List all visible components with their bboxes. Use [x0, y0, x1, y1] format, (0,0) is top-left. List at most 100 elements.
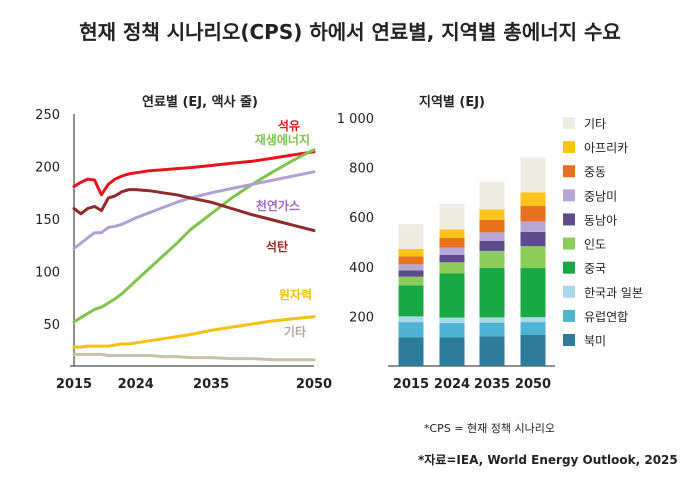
legend-swatch [563, 189, 575, 202]
region-bar-segment [520, 335, 546, 366]
legend-label: 유럽연합 [584, 310, 628, 324]
region-y-ticks: 1 000 800 600 400 200 [337, 112, 374, 325]
fuel-series-label: 기타 [284, 324, 306, 339]
region-bar-segment [398, 322, 424, 338]
legend-swatch [563, 117, 575, 129]
region-bar-segment [479, 322, 505, 337]
region-bar-segment [439, 317, 465, 324]
legend-label: 기타 [584, 117, 606, 131]
legend-swatch [563, 237, 575, 250]
fuel-series-line [72, 188, 316, 233]
region-bar-segment [479, 209, 505, 220]
region-bar-segment [479, 267, 505, 318]
legend-swatch [563, 261, 575, 274]
fuel-y-tick: 100 [35, 266, 60, 281]
region-bar-segment [439, 262, 465, 274]
region-bar-segment [479, 250, 505, 268]
region-bar-segment [398, 337, 424, 366]
fuel-series-line [72, 148, 316, 324]
footnote-cps: *CPS = 현재 정책 시나리오 [424, 422, 555, 435]
chart-main-title: 현재 정책 시나리오(CPS) 하에서 연료별, 지역별 총에너지 수요 [79, 20, 621, 44]
region-y-tick: 800 [349, 162, 374, 177]
footnote-source: *자료=IEA, World Energy Outlook, 2025 [418, 453, 678, 467]
legend-swatch [563, 285, 575, 298]
legend-label: 중남미 [584, 189, 617, 203]
fuel-y-ticks: 250 200 150 100 50 [35, 108, 60, 333]
legend-label: 인도 [584, 238, 606, 252]
region-x-tick: 2035 [474, 377, 510, 392]
fuel-x-tick: 2050 [296, 377, 332, 392]
region-x-tick: 2024 [434, 377, 470, 392]
legend-swatch [563, 309, 575, 322]
legend-swatch [563, 334, 575, 346]
region-bar-segment [520, 192, 546, 207]
fuel-series-line [72, 170, 316, 250]
region-y-tick: 200 [349, 310, 374, 325]
fuel-y-tick: 150 [35, 213, 60, 228]
region-bar-segment [398, 270, 424, 277]
region-bar-segment [439, 337, 465, 366]
region-bar-segment [520, 206, 546, 222]
region-bar-segment [479, 219, 505, 233]
region-bars [398, 157, 546, 366]
fuel-y-tick: 250 [35, 108, 60, 123]
region-bar-segment [479, 336, 505, 366]
region-bar-segment [520, 231, 546, 247]
region-bar-segment [520, 317, 546, 323]
region-bar-segment [479, 241, 505, 251]
region-x-tick: 2050 [515, 377, 551, 392]
region-y-tick: 1 000 [337, 112, 374, 127]
region-bar-segment [479, 232, 505, 242]
legend-swatch [563, 141, 575, 154]
fuel-chart-title: 연료별 (EJ, 액사 줄) [142, 94, 258, 110]
region-bar-segment [398, 256, 424, 265]
region-bar-segment [439, 238, 465, 248]
legend-label: 북미 [584, 334, 606, 348]
region-bar-segment [439, 247, 465, 255]
legend-label: 아프리카 [584, 141, 628, 155]
fuel-x-tick: 2015 [56, 377, 92, 392]
region-bar-segment [520, 221, 546, 232]
region-y-tick: 600 [349, 211, 374, 226]
fuel-x-tick: 2035 [193, 377, 229, 392]
region-chart-title: 지역별 (EJ) [419, 94, 485, 110]
region-bar-segment [439, 273, 465, 318]
region-bar-segment [520, 268, 546, 318]
region-bar-segment [479, 317, 505, 323]
legend-label: 중동 [584, 165, 606, 179]
legend-label: 한국과 일본 [584, 286, 643, 300]
fuel-x-tick: 2024 [118, 377, 154, 392]
legend-label: 동남아 [584, 213, 617, 227]
fuel-series-label: 석탄 [266, 239, 288, 254]
region-bar-segment [520, 322, 546, 335]
region-bar-segment [398, 248, 424, 257]
region-bar-segment [439, 203, 465, 230]
region-bar-segment [439, 254, 465, 263]
region-y-tick: 400 [349, 261, 374, 276]
fuel-series-line [72, 150, 316, 197]
fuel-series-label: 원자력 [279, 287, 312, 302]
region-bar-segment [439, 323, 465, 338]
region-bar-segment [398, 224, 424, 249]
fuel-series-label: 천연가스 [256, 198, 300, 213]
fuel-series-label: 석유 [278, 119, 300, 133]
region-bar-segment [398, 285, 424, 317]
region-bar-segment [398, 264, 424, 271]
legend-swatch [563, 213, 575, 226]
fuel-series-line [72, 352, 316, 362]
region-x-tick: 2015 [393, 377, 429, 392]
region-bar-segment [479, 181, 505, 210]
fuel-y-tick: 50 [43, 318, 60, 333]
region-x-ticks: 2015 2024 2035 2050 [393, 377, 551, 392]
region-bar-segment [520, 157, 546, 193]
region-bar-segment [398, 276, 424, 286]
fuel-series-line [72, 315, 316, 349]
legend-swatch [563, 165, 575, 178]
legend-label: 중국 [584, 262, 606, 276]
fuel-x-ticks: 2015 2024 2035 2050 [56, 377, 332, 392]
fuel-y-tick: 200 [35, 161, 60, 176]
fuel-series-lines [72, 148, 316, 362]
